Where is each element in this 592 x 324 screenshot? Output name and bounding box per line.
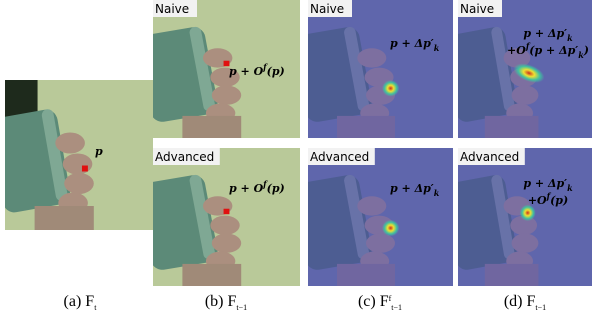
- text-segment: ): [583, 44, 589, 57]
- point-marker: [82, 166, 88, 172]
- text-segment: (p): [267, 65, 285, 78]
- hand: [337, 264, 395, 292]
- text-segment: (p + Δp′: [529, 44, 578, 57]
- text-segment: (b) F: [205, 293, 237, 310]
- text-segment: (a) F: [64, 293, 95, 310]
- text-segment: p + Δp′: [523, 27, 567, 40]
- text-segment: p + O: [229, 65, 264, 78]
- image-label: Advanced: [460, 150, 519, 164]
- caption: (c) Fft−1: [358, 293, 402, 312]
- text-segment: k: [434, 43, 440, 53]
- text-segment: p + Δp′: [390, 37, 434, 50]
- heat-spot: [520, 205, 536, 222]
- text-segment: (p): [550, 194, 568, 207]
- finger: [212, 234, 241, 253]
- photo: [0, 80, 153, 236]
- hand: [182, 116, 241, 144]
- text-segment: p + O: [229, 182, 264, 195]
- caption: (b) Ft−1: [205, 293, 247, 312]
- hand: [485, 116, 539, 144]
- text-segment: (d) F: [504, 293, 536, 310]
- annotation: p + Of(p): [229, 179, 285, 195]
- finger: [55, 133, 85, 154]
- image-label: Advanced: [310, 150, 369, 164]
- hand: [485, 264, 539, 292]
- photo: [443, 0, 592, 144]
- photo: [292, 0, 453, 144]
- heat-spot: [382, 220, 399, 237]
- photo: [137, 148, 300, 292]
- hand: [182, 264, 241, 292]
- finger: [210, 216, 239, 235]
- text-segment: +O: [507, 44, 526, 57]
- text-segment: f: [389, 294, 392, 303]
- hand: [337, 116, 395, 144]
- finger: [64, 173, 94, 194]
- image-label: Naive: [155, 2, 189, 16]
- annotation: p: [95, 145, 103, 158]
- caption: (d) Ft−1: [504, 293, 546, 312]
- image-label: Naive: [460, 2, 494, 16]
- figure: p(a) FtNaivep + Of(p)Advancedp + Of(p)(b…: [0, 0, 592, 324]
- image-label: Advanced: [155, 150, 214, 164]
- caption: (a) Ft: [64, 293, 98, 312]
- text-segment: t: [94, 303, 97, 312]
- finger: [357, 48, 386, 67]
- text-segment: (p): [267, 182, 285, 195]
- text-segment: p: [95, 145, 103, 158]
- text-segment: k: [434, 188, 440, 198]
- point-marker: [224, 209, 230, 215]
- finger: [212, 86, 241, 105]
- annotation: p + Of(p): [229, 62, 285, 78]
- image-label: Naive: [310, 2, 344, 16]
- text-segment: p + Δp′: [523, 177, 567, 190]
- text-segment: t−1: [236, 303, 247, 312]
- text-segment: +O: [528, 194, 547, 207]
- text-segment: p + Δp′: [390, 182, 434, 195]
- photo: [292, 148, 453, 292]
- finger: [512, 234, 539, 253]
- heat-spot: [382, 80, 399, 97]
- text-segment: (c) F: [358, 293, 389, 310]
- finger: [366, 234, 395, 253]
- text-segment: k: [567, 183, 573, 193]
- photo: [443, 148, 592, 292]
- finger: [357, 196, 386, 215]
- text-segment: t−1: [535, 303, 546, 312]
- text-segment: k: [567, 33, 573, 43]
- finger: [512, 86, 539, 105]
- hand: [35, 206, 94, 236]
- text-segment: t−1: [391, 303, 402, 312]
